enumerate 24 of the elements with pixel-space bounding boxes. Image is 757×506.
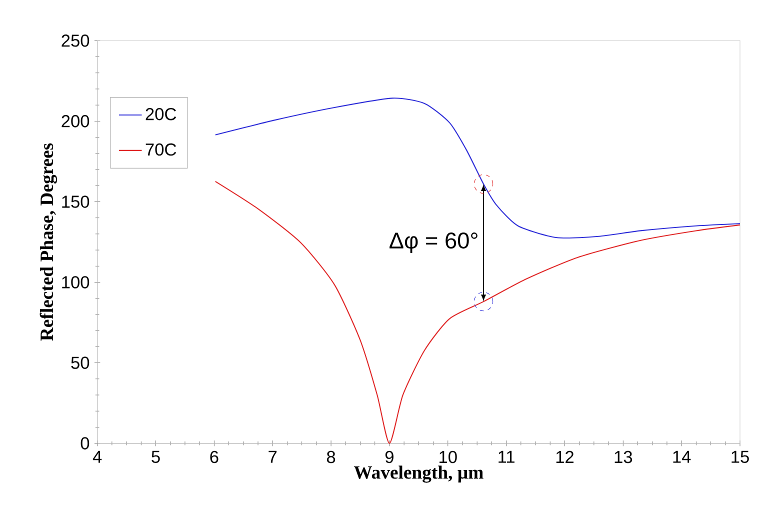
x-tick-label: 11 <box>498 450 514 463</box>
y-tick-label: 0 <box>80 437 90 450</box>
annotation: Δφ = 60° <box>390 232 478 254</box>
x-tick-label: 8 <box>326 450 336 464</box>
x-tick-label: 9 <box>385 450 394 464</box>
x-tick-label: 15 <box>732 450 749 463</box>
y-tick-label: 150 <box>62 196 90 208</box>
y-tick-label: 200 <box>62 115 90 128</box>
legend-label: 70C <box>146 143 176 156</box>
line-series <box>214 180 741 444</box>
y-axis-title: Reflected Phase, Degrees <box>40 143 58 341</box>
y-tick-label: 50 <box>71 356 90 369</box>
x-axis-title: Wavelength, µm <box>354 466 484 483</box>
legend-label: 20C <box>146 108 176 120</box>
x-tick-label: 14 <box>673 450 691 463</box>
y-tick-label: 100 <box>62 276 90 288</box>
x-tick-label: 6 <box>210 450 218 464</box>
x-tick-label: 13 <box>614 450 632 464</box>
y-tick-label: 250 <box>62 34 90 47</box>
x-tick-label: 10 <box>440 450 457 464</box>
x-tick-label: 5 <box>152 450 160 463</box>
x-tick-label: 7 <box>268 450 277 463</box>
x-tick-label: 4 <box>92 450 102 463</box>
x-tick-label: 12 <box>556 450 574 463</box>
